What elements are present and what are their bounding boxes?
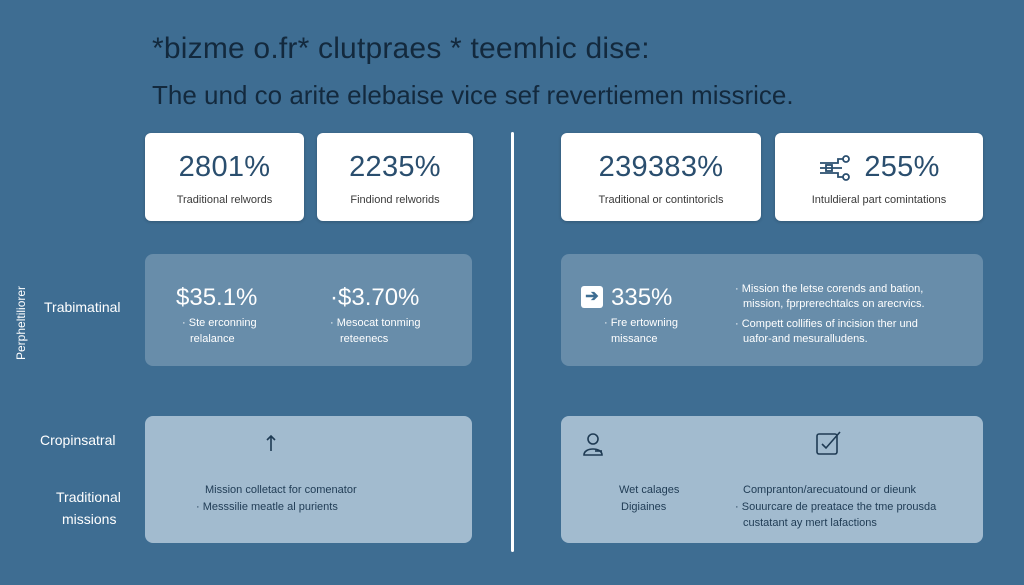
vertical-side-label: Perpheltiliorer (14, 285, 28, 360)
mid-right-desc-1: · Mission the letse corends and bation, (735, 283, 924, 295)
row-label-traditional: Traditional (56, 489, 121, 505)
low-right-text-a1: Wet calages (619, 484, 680, 496)
stat-card-value: 255% (864, 151, 940, 183)
mid-right-desc-3: · Compett collifies of incision ther und (735, 318, 918, 330)
low-right-text-b2: · Souurcare de preatace the tme prousda (735, 501, 937, 513)
center-divider (511, 132, 514, 552)
page-title: *bizme o.fr* clutpraes * teemhic dise: (152, 32, 650, 65)
row-label-trabimatinal: Trabimatinal (44, 299, 121, 315)
mid-left-text-a2: relalance (190, 333, 235, 345)
stat-card-3: 239383% Traditional or contintoricls (561, 133, 761, 221)
stat-card-1: 2801% Traditional relwords (145, 133, 304, 221)
mid-right-text-1: · Fre ertowning (604, 317, 678, 329)
low-left-panel (145, 416, 472, 543)
mid-left-value-b: ·$3.70% (330, 284, 420, 311)
stat-card-4: 255% Intuldieral part comintations (775, 133, 983, 221)
stat-card-label: Traditional relwords (176, 194, 273, 206)
mid-left-value-a: $35.1% (176, 284, 258, 311)
mid-right-panel (561, 254, 983, 366)
low-left-text-2: · Messsilie meatle al purients (196, 501, 338, 513)
person-icon (582, 431, 606, 457)
low-right-text-b1: Compranton/arecuatound or dieunk (743, 484, 917, 496)
low-right-text-a2: Digiaines (621, 501, 667, 513)
mid-left-text-b2: reteenecs (340, 333, 389, 345)
mid-right-value: 335% (611, 284, 673, 311)
network-nodes-icon (818, 154, 852, 182)
stat-card-label: Findiond relworids (350, 194, 440, 206)
stat-card-2: 2235% Findiond relworids (317, 133, 473, 221)
mid-right-desc-2: mission, fprprerechtalcs on arecrvics. (743, 298, 925, 310)
stat-card-label: Intuldieral part comintations (811, 194, 947, 206)
checklist-icon (815, 429, 843, 457)
stat-card-label: Traditional or contintoricls (598, 194, 724, 206)
arrow-right-icon: ➔ (581, 286, 603, 308)
mid-left-text-b1: · Mesocat tonming (330, 317, 421, 329)
low-right-text-b3: custatant ay mert lafactions (743, 517, 877, 529)
stat-card-value: 2801% (178, 151, 271, 183)
arrow-up-icon (265, 434, 277, 452)
page-subtitle: The und co arite elebaise vice sef rever… (152, 80, 794, 110)
mid-right-text-2: missance (611, 333, 658, 345)
row-label-missions: missions (62, 511, 117, 527)
mid-right-desc-4: uafor-and mesuralludens. (743, 333, 868, 345)
stat-card-value: 2235% (349, 151, 441, 183)
mid-left-panel (145, 254, 472, 366)
stat-card-value: 239383% (598, 151, 724, 183)
row-label-cropinsatral: Cropinsatral (40, 432, 116, 448)
low-left-text-1: Mission colletact for comenator (205, 484, 357, 496)
mid-left-text-a1: · Ste erconning (182, 317, 257, 329)
low-right-panel (561, 416, 983, 543)
